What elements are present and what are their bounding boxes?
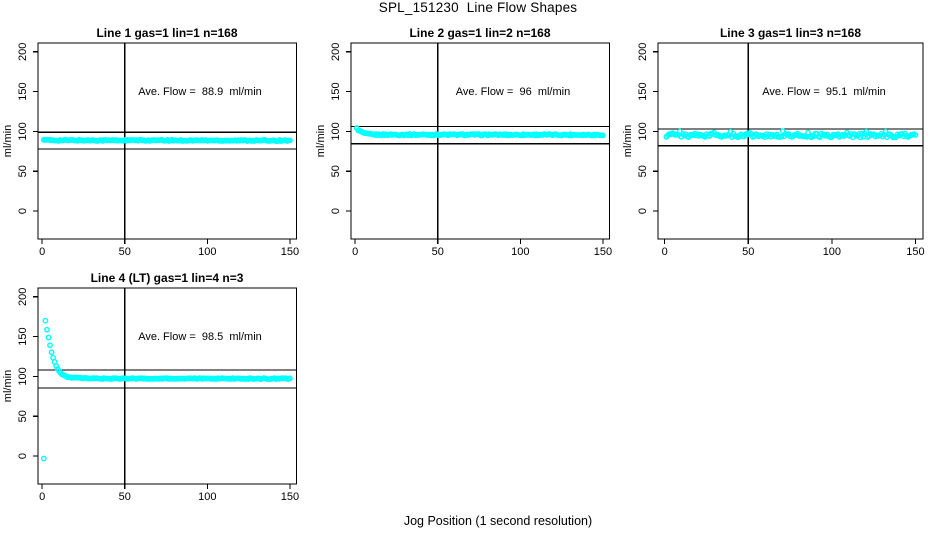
plot4-data-point <box>286 375 293 382</box>
plot4-x-tick-label: 150 <box>281 491 299 503</box>
plot3-data-point <box>912 132 919 138</box>
plot4-y-tick-label: 0 <box>17 453 29 459</box>
plot4-frame <box>37 287 298 485</box>
x-axis-label: Jog Position (1 second resolution) <box>403 514 593 528</box>
plot4-data-point <box>45 334 52 341</box>
plot1-y-tick-label: 100 <box>17 122 29 140</box>
plot2-frame <box>350 42 611 240</box>
plot3-frame <box>657 42 924 240</box>
plot3-data-point <box>778 133 785 140</box>
plot1-title: Line 1 gas=1 lin=1 n=168 <box>96 26 238 40</box>
plot2-y-tick-label: 200 <box>330 43 342 61</box>
plot4-title: Line 4 (LT) gas=1 lin=4 n=3 <box>90 271 244 285</box>
plot3-x-tick-label: 100 <box>823 246 841 258</box>
plot1-y-tick-label: 0 <box>17 208 29 214</box>
plot2-y-tick-label: 0 <box>330 208 342 214</box>
plot2-x-tick-label: 0 <box>352 246 358 258</box>
plot4-data-point <box>44 326 50 333</box>
plot4-y-tick-label: 200 <box>17 288 29 306</box>
plot1-x-tick-label: 150 <box>281 246 299 258</box>
plot3-data-point <box>863 128 870 135</box>
plot3-y-tick-label: 100 <box>637 122 649 140</box>
plot2-y-tick-label: 100 <box>330 122 342 140</box>
plot2-x-tick-label: 100 <box>511 246 529 258</box>
plot1-frame <box>37 42 298 240</box>
plot3-x-tick-label: 0 <box>662 246 668 258</box>
plot3-data-point <box>882 128 889 135</box>
plot1-data-series <box>40 136 293 145</box>
plot1-ave-flow-annotation: Ave. Flow = 88.9 ml/min <box>138 86 262 98</box>
plot4-x-tick-label: 50 <box>119 491 131 503</box>
plot3-ave-flow-annotation: Ave. Flow = 95.1 ml/min <box>762 86 886 98</box>
page-title: SPL_151230 Line Flow Shapes <box>378 0 578 15</box>
plot4-y-tick-label: 50 <box>17 410 29 422</box>
plot4-data-point <box>40 455 47 462</box>
plot4-data-point <box>47 342 53 349</box>
plot3-title: Line 3 gas=1 lin=3 n=168 <box>719 26 862 40</box>
plot4-data-point <box>42 317 49 324</box>
plot4-y-axis-label: ml/min <box>2 370 14 402</box>
plot1-y-tick-label: 50 <box>17 165 29 177</box>
plot1-y-axis-label: ml/min <box>2 125 14 157</box>
plot3-y-tick-label: 0 <box>637 208 649 214</box>
plot4-ave-flow-annotation: Ave. Flow = 98.5 ml/min <box>138 331 262 343</box>
plot2-data-series <box>353 125 606 139</box>
plot1-y-tick-label: 150 <box>17 82 29 100</box>
plot1-y-tick-label: 200 <box>17 43 29 61</box>
plot3-x-tick-label: 150 <box>906 246 924 258</box>
plot4-y-tick-label: 150 <box>17 327 29 345</box>
plot4-data-point <box>48 349 55 356</box>
plot1-data-point <box>286 137 293 144</box>
plot2-y-tick-label: 50 <box>330 165 342 177</box>
plot1-x-tick-label: 100 <box>198 246 216 258</box>
plot3-y-tick-label: 150 <box>637 82 649 100</box>
plot4-x-tick-label: 0 <box>39 491 45 503</box>
plot4-data-series <box>40 317 293 462</box>
plot2-x-tick-label: 50 <box>432 246 444 258</box>
plot2-data-point <box>600 132 606 139</box>
plot3-y-tick-label: 50 <box>637 165 649 177</box>
plot2-y-tick-label: 150 <box>330 82 342 100</box>
plot3-y-axis-label: ml/min <box>622 125 634 157</box>
plot1-x-tick-label: 0 <box>39 246 45 258</box>
plot2-ave-flow-annotation: Ave. Flow = 96 ml/min <box>455 86 571 98</box>
plot2-title: Line 2 gas=1 lin=2 n=168 <box>409 26 551 40</box>
plot4-y-tick-label: 100 <box>17 367 29 385</box>
plot3-data-point <box>779 128 786 135</box>
plot3-x-tick-label: 50 <box>742 246 754 258</box>
plot2-x-tick-label: 150 <box>594 246 612 258</box>
plot4-x-tick-label: 100 <box>198 491 216 503</box>
plot3-data-series <box>663 128 919 141</box>
plot1-x-tick-label: 50 <box>119 246 131 258</box>
plot3-y-tick-label: 200 <box>637 43 649 61</box>
plot2-y-axis-label: ml/min <box>315 125 327 157</box>
